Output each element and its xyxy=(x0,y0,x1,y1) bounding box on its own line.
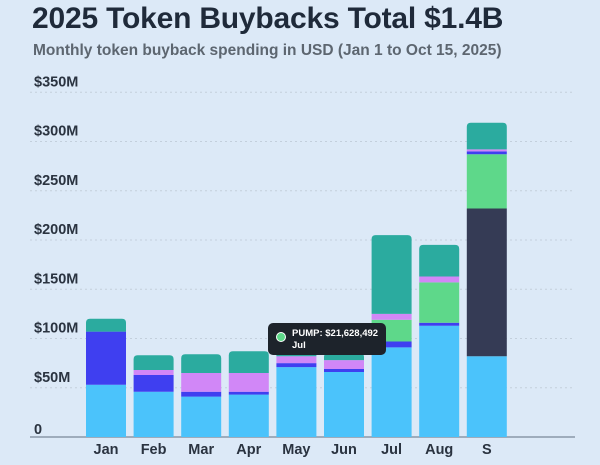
stacked-bar-s xyxy=(466,122,507,437)
stacked-bar-apr xyxy=(228,351,269,437)
bar-segment xyxy=(324,371,364,437)
bar-segment xyxy=(181,391,222,397)
tooltip-month: Jul xyxy=(292,340,306,351)
x-tick-label: Jul xyxy=(381,442,402,458)
bar-segment xyxy=(371,347,412,437)
bar-segment xyxy=(371,235,412,314)
x-tick-label: Jan xyxy=(94,442,119,458)
bar-segment xyxy=(466,149,507,152)
bar-segment xyxy=(419,244,460,277)
y-tick-label: $350M xyxy=(34,74,78,90)
chart-subtitle: Monthly token buyback spending in USD (J… xyxy=(33,42,502,59)
hover-tooltip: PUMP: $21,628,492 Jul xyxy=(268,323,386,355)
tooltip-value: PUMP: $21,628,492 xyxy=(292,328,379,339)
bar-segment xyxy=(181,396,222,437)
bar-segment xyxy=(228,391,269,395)
bar-segment xyxy=(276,356,317,364)
bar-segment xyxy=(276,363,317,368)
stacked-bar-jan xyxy=(86,318,126,437)
y-tick-label: $300M xyxy=(34,124,78,140)
bar-segment xyxy=(324,369,364,372)
x-tick-label: Feb xyxy=(141,442,167,458)
stacked-bar-may xyxy=(276,351,317,437)
bar-segment xyxy=(86,331,126,385)
y-tick-label: $100M xyxy=(34,321,78,337)
x-tick-label: Apr xyxy=(236,442,261,458)
stacked-bar-mar xyxy=(181,354,222,437)
bar-segment xyxy=(466,356,507,437)
x-tick-label: May xyxy=(282,442,310,458)
y-tick-label: $250M xyxy=(34,173,78,189)
bar-segment xyxy=(466,122,507,150)
y-tick-label: $200M xyxy=(34,222,78,238)
bar-segment xyxy=(419,276,460,283)
bar-segment xyxy=(419,282,460,323)
x-tick-label: S xyxy=(482,442,492,458)
bar-segment xyxy=(466,208,507,357)
x-tick-label: Jun xyxy=(331,442,357,458)
bar-segment xyxy=(228,394,269,437)
bar-segment xyxy=(228,351,269,373)
bar-segment xyxy=(86,384,126,437)
y-tick-label: $50M xyxy=(34,370,70,386)
bar-segment xyxy=(419,322,460,326)
bar-segment xyxy=(228,372,269,392)
y-axis-ticks: 0 $50M $100M $150M $200M $250M $300M $350M xyxy=(34,74,78,438)
bar-segment xyxy=(181,372,222,392)
bar-segment xyxy=(466,154,507,209)
bar-segment xyxy=(419,325,460,437)
x-axis-ticks: Jan Feb Mar Apr May Jun Jul Aug S xyxy=(94,442,492,458)
pump-series-dot-icon xyxy=(276,332,286,342)
bar-segment xyxy=(181,354,222,373)
bar-segment xyxy=(466,151,507,155)
bar-segment xyxy=(86,318,126,332)
y-tick-label: 0 xyxy=(34,422,42,438)
bar-segment xyxy=(133,370,174,375)
bar-segment xyxy=(324,360,364,370)
bar-segment xyxy=(133,355,174,371)
x-tick-label: Mar xyxy=(188,442,214,458)
bar-segment xyxy=(276,367,317,437)
x-tick-label: Aug xyxy=(425,442,453,458)
bar-segment xyxy=(133,391,174,437)
stacked-bar-aug xyxy=(419,244,460,437)
chart-title: 2025 Token Buybacks Total $1.4B xyxy=(32,2,504,35)
bar-segment xyxy=(371,313,412,320)
y-tick-label: $150M xyxy=(34,271,78,287)
bars xyxy=(86,122,507,437)
stacked-bar-jun xyxy=(324,353,364,437)
stacked-bar-feb xyxy=(133,355,174,437)
bar-segment xyxy=(133,374,174,392)
